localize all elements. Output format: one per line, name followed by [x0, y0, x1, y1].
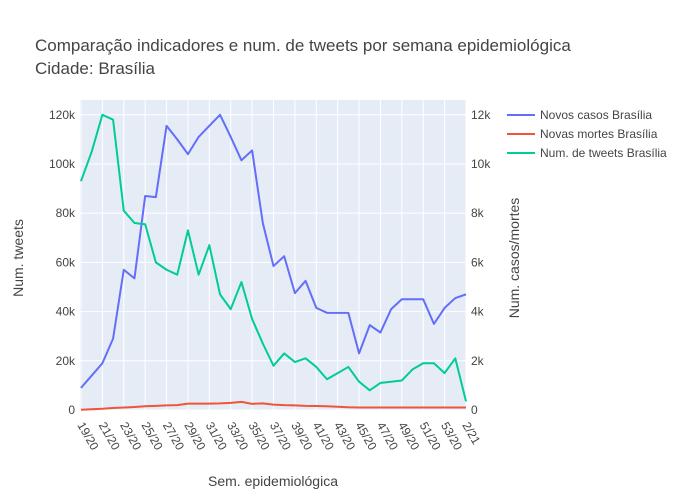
series-layer [80, 113, 467, 411]
left-tick-label: 0 [68, 403, 75, 417]
legend-label-novos-casos: Novos casos Brasília [540, 108, 652, 122]
left-tick-label: 20k [56, 354, 76, 368]
series-line-2 [80, 113, 467, 402]
left-tick-label: 40k [56, 305, 76, 319]
legend-label-num-tweets: Num. de tweets Brasília [540, 146, 667, 160]
chart-title: Comparação indicadores e num. de tweets … [35, 36, 571, 55]
left-axis-ticks: 0 20k 40k 60k 80k 100k 120k [49, 108, 76, 417]
left-tick-label: 60k [56, 255, 76, 269]
left-axis-title: Num. tweets [10, 219, 26, 297]
series-line-1 [80, 400, 466, 411]
series-line-0 [80, 113, 467, 389]
right-tick-label: 2k [471, 354, 485, 368]
legend-label-novas-mortes: Novas mortes Brasília [540, 127, 658, 141]
right-axis-ticks: 0 2k 4k 6k 8k 10k 12k [471, 108, 491, 417]
left-tick-label: 80k [56, 206, 76, 220]
chart-subtitle: Cidade: Brasília [35, 59, 156, 78]
legend-item-num-tweets[interactable]: Num. de tweets Brasília [507, 146, 667, 160]
right-tick-label: 6k [471, 255, 485, 269]
x-axis-ticks: 19/2021/2023/2025/2027/2029/2031/2033/20… [74, 420, 483, 453]
grid-layer [80, 100, 467, 411]
legend-item-novas-mortes[interactable]: Novas mortes Brasília [507, 127, 658, 141]
left-tick-label: 120k [49, 108, 76, 122]
right-tick-label: 12k [471, 108, 491, 122]
left-tick-label: 100k [49, 157, 76, 171]
right-tick-label: 4k [471, 305, 485, 319]
right-tick-label: 10k [471, 157, 491, 171]
right-tick-label: 8k [471, 206, 485, 220]
right-axis-title: Num. casos/mortes [506, 198, 522, 319]
legend-item-novos-casos[interactable]: Novos casos Brasília [507, 108, 652, 122]
legend: Novos casos Brasília Novas mortes Brasíl… [507, 108, 667, 160]
x-axis-title: Sem. epidemiológica [208, 473, 338, 489]
right-tick-label: 0 [471, 403, 478, 417]
